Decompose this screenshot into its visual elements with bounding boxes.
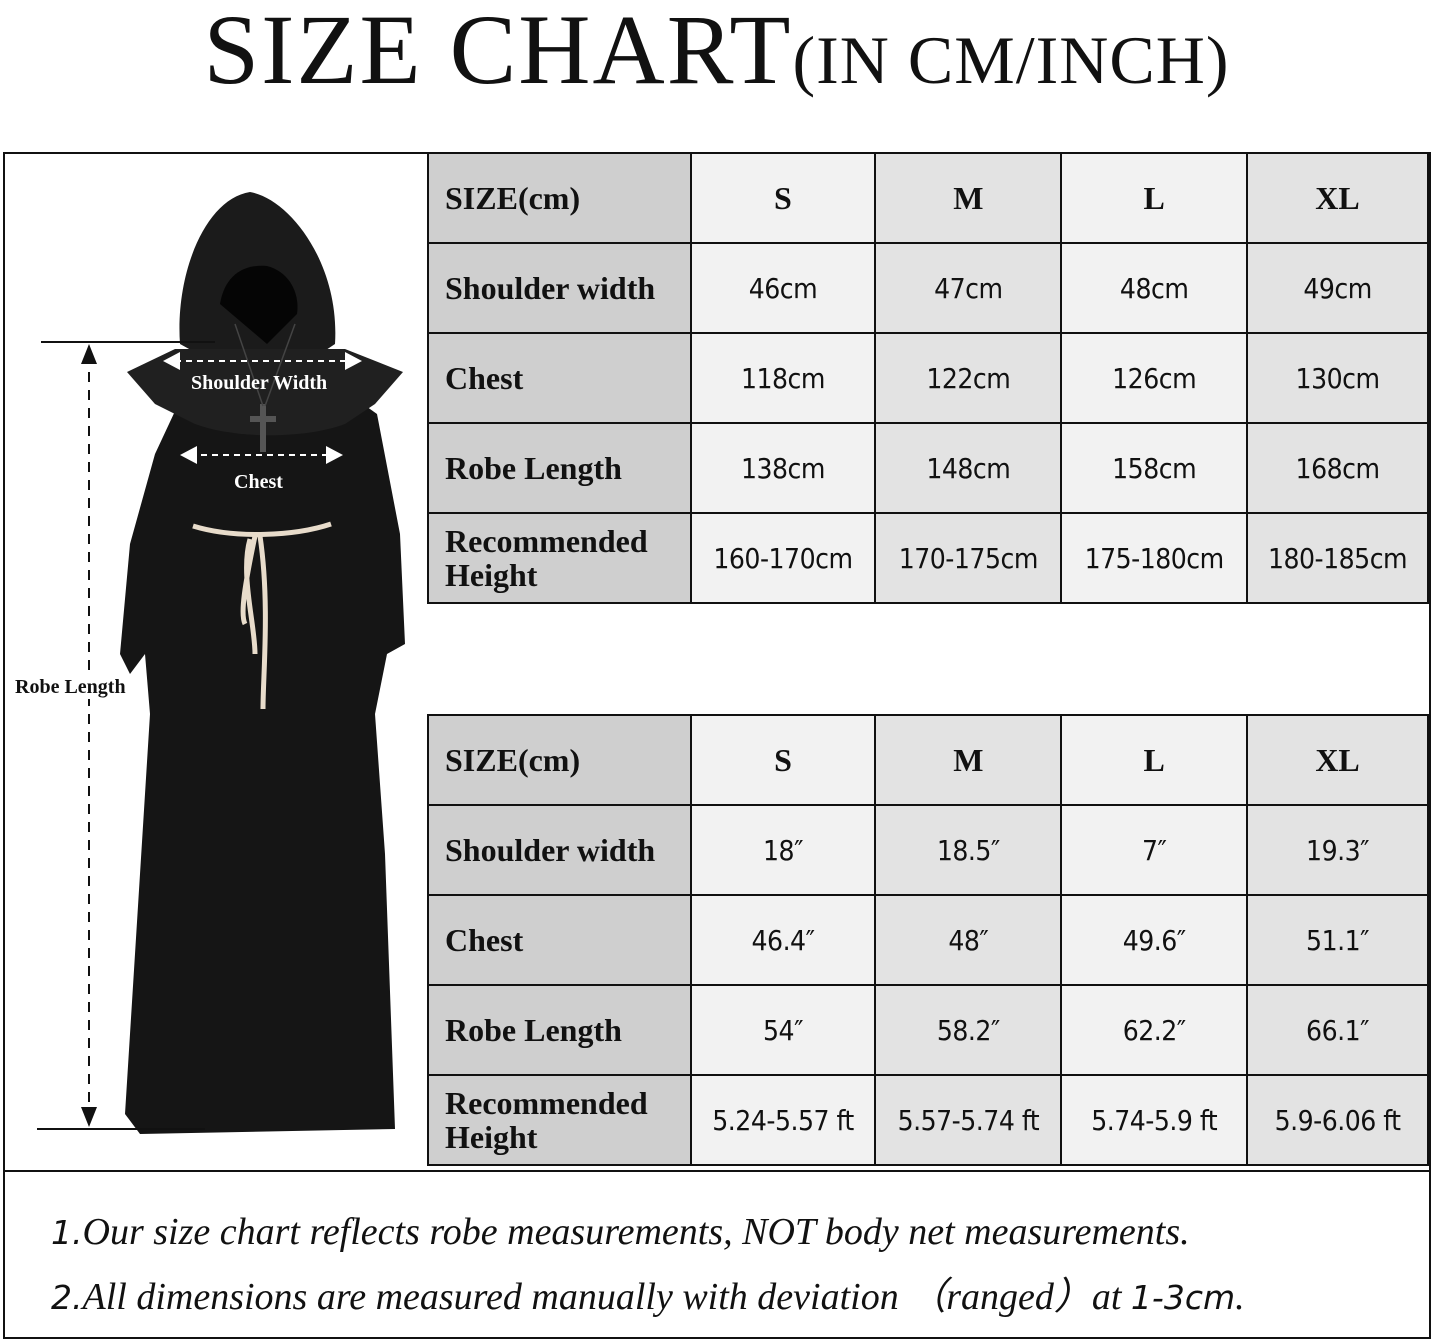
cell: 175-180cm [1060,512,1249,604]
note-1: 1.Our size chart reflects robe measureme… [51,1210,1190,1254]
row-label: Recommended Height [427,512,692,604]
cell: 122cm [874,332,1063,424]
cell: 170-175cm [874,512,1063,604]
size-table-cm: SIZE(cm) S M L XL Shoulder width 46cm 47… [427,152,1429,604]
row-label: Recommended Height [427,1074,692,1166]
header-size: SIZE(cm) [427,714,692,806]
robe-illustration [37,192,405,1134]
notes-section: 1.Our size chart reflects robe measureme… [5,1170,1429,1339]
header-m: M [874,152,1063,244]
table-row: Chest 118cm 122cm 126cm 130cm [427,332,1429,424]
title-sub: (IN CM/INCH) [792,22,1230,98]
cell: 47cm [874,242,1063,334]
cell: 49cm [1246,242,1429,334]
cell: 148cm [874,422,1063,514]
table-row: Robe Length 138cm 148cm 158cm 168cm [427,422,1429,514]
note-end: . [1235,1276,1245,1318]
header-l: L [1060,714,1249,806]
size-chart-frame: Shoulder Width Chest Robe Length SIZE(cm… [3,152,1431,1339]
table-row: Shoulder width 46cm 47cm 48cm 49cm [427,242,1429,334]
row-label: Robe Length [427,422,692,514]
note-number: 1. [51,1213,83,1252]
table-row: Shoulder width 18″ 18.5″ 7″ 19.3″ [427,804,1429,896]
page-title: SIZE CHART(IN CM/INCH) [0,0,1433,110]
cell: 18″ [689,804,877,896]
table-row: Recommended Height 5.24-5.57 ft 5.57-5.7… [427,1074,1429,1166]
note-range: 1-3cm [1130,1278,1236,1317]
chest-label: Chest [234,471,283,493]
cell: 168cm [1246,422,1429,514]
note-text: Our size chart reflects robe measurement… [82,1211,1190,1253]
cell: 49.6″ [1060,894,1249,986]
table-header-row: SIZE(cm) S M L XL [427,152,1429,244]
header-m: M [874,714,1063,806]
cell: 5.24-5.57 ft [689,1074,877,1166]
cell: 46.4″ [689,894,877,986]
note-text: All dimensions are measured manually wit… [82,1276,1131,1318]
cell: 18.5″ [874,804,1063,896]
table-row: Recommended Height 160-170cm 170-175cm 1… [427,512,1429,604]
cell: 5.9-6.06 ft [1246,1074,1429,1166]
shoulder-width-label: Shoulder Width [191,372,328,394]
cell: 126cm [1060,332,1249,424]
cell: 118cm [689,332,877,424]
row-label: Shoulder width [427,804,692,896]
cell: 58.2″ [874,984,1063,1076]
cell: 54″ [689,984,877,1076]
cell: 138cm [689,422,877,514]
cell: 5.74-5.9 ft [1060,1074,1249,1166]
row-label: Chest [427,332,692,424]
robe-length-label: Robe Length [15,676,126,699]
size-table-inch: SIZE(cm) S M L XL Shoulder width 18″ 18.… [427,714,1429,1166]
note-2: 2.All dimensions are measured manually w… [51,1265,1245,1320]
cell: 19.3″ [1246,804,1429,896]
cell: 158cm [1060,422,1249,514]
header-s: S [689,152,877,244]
title-main: SIZE CHART [203,0,793,105]
header-l: L [1060,152,1249,244]
cell: 51.1″ [1246,894,1429,986]
cell: 130cm [1246,332,1429,424]
cell: 62.2″ [1060,984,1249,1076]
row-label: Robe Length [427,984,692,1076]
robe-figure: Shoulder Width Chest Robe Length [5,154,427,1170]
header-xl: XL [1246,152,1429,244]
header-xl: XL [1246,714,1429,806]
row-label: Chest [427,894,692,986]
header-size: SIZE(cm) [427,152,692,244]
cell: 46cm [689,242,877,334]
note-number: 2. [51,1278,83,1317]
cell: 160-170cm [689,512,877,604]
row-label: Shoulder width [427,242,692,334]
table-header-row: SIZE(cm) S M L XL [427,714,1429,806]
cell: 5.57-5.74 ft [874,1074,1063,1166]
cell: 48cm [1060,242,1249,334]
cell: 66.1″ [1246,984,1429,1076]
cell: 7″ [1060,804,1249,896]
table-row: Chest 46.4″ 48″ 49.6″ 51.1″ [427,894,1429,986]
header-s: S [689,714,877,806]
cell: 48″ [874,894,1063,986]
table-row: Robe Length 54″ 58.2″ 62.2″ 66.1″ [427,984,1429,1076]
cell: 180-185cm [1246,512,1429,604]
